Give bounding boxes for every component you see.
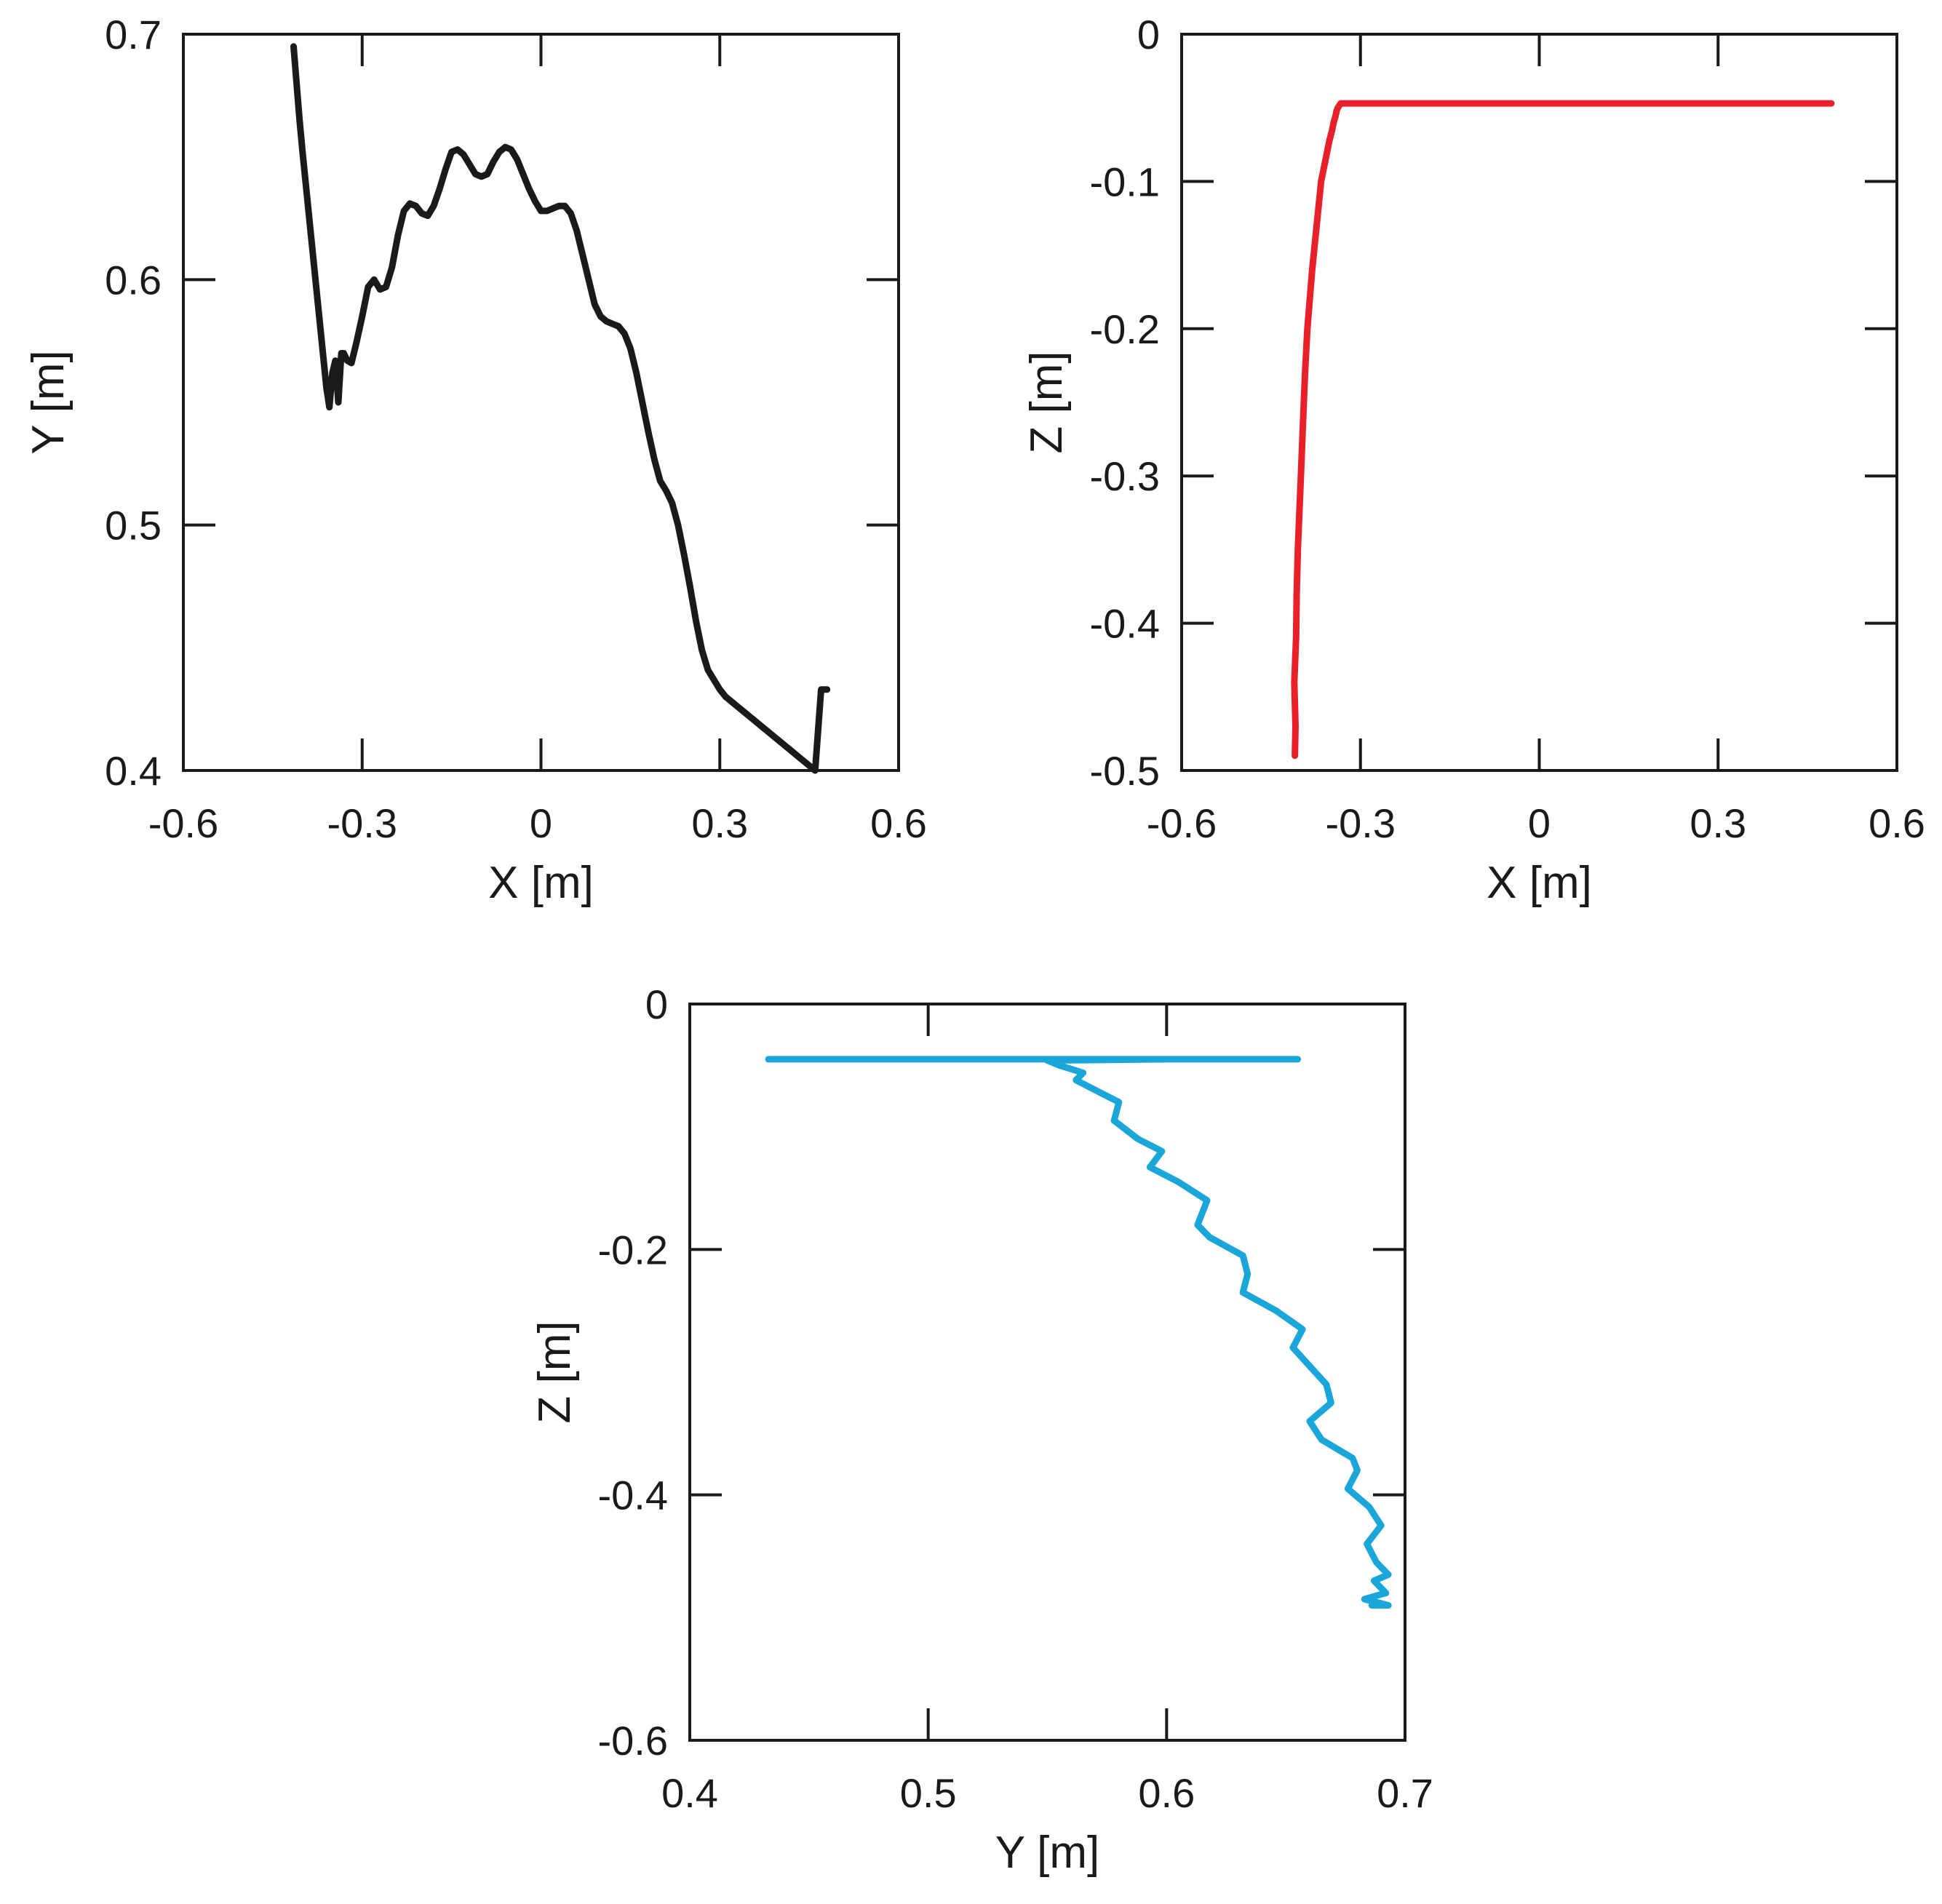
x-tick-label: 0.6 xyxy=(1869,800,1925,846)
y-tick-label: 0.5 xyxy=(105,503,162,549)
panel-xy: -0.6 -0.3 0 0.3 0.6 0.4 0.5 0.6 0.7 X [m] Y [m] xyxy=(23,12,927,908)
x-tick-label: -0.6 xyxy=(148,800,219,846)
x-tick-label: -0.6 xyxy=(1147,800,1217,846)
x-tick-label: 0.5 xyxy=(900,1770,957,1816)
x-tick-label: 0.3 xyxy=(691,800,748,846)
y-tick-label: -0.2 xyxy=(598,1227,669,1272)
x-tick-label: 0.7 xyxy=(1377,1770,1433,1816)
y-axis-label: Y [m] xyxy=(23,350,73,455)
y-tick-label: 0 xyxy=(1137,12,1160,57)
y-tick-label: 0 xyxy=(645,981,668,1027)
y-tick-label: 0.6 xyxy=(105,257,162,303)
plot-frame xyxy=(1180,33,1898,772)
x-tick-label: -0.3 xyxy=(1326,800,1396,846)
panel-yz: 0.4 0.5 0.6 0.7 -0.6 -0.4 -0.2 0 Y [m] Z [m] xyxy=(530,981,1433,1878)
x-axis-label: X [m] xyxy=(488,858,594,908)
series-line xyxy=(765,1056,1392,1609)
series-line xyxy=(290,43,831,774)
x-tick-label: 0.6 xyxy=(870,800,927,846)
y-tick-label: 0.4 xyxy=(105,748,162,794)
x-tick-label: 0 xyxy=(1528,800,1551,846)
x-tick-label: -0.3 xyxy=(327,800,398,846)
x-tick-label: 0.6 xyxy=(1138,1770,1195,1816)
y-tick-label: -0.4 xyxy=(598,1473,669,1518)
y-tick-label: -0.1 xyxy=(1090,159,1161,204)
x-tick-label: 0.3 xyxy=(1690,800,1746,846)
y-tick-label: -0.3 xyxy=(1090,453,1161,499)
y-tick-label: -0.5 xyxy=(1090,748,1161,794)
x-axis-label: Y [m] xyxy=(995,1828,1100,1878)
x-axis-label: X [m] xyxy=(1487,858,1592,908)
y-tick-label: -0.6 xyxy=(598,1718,669,1764)
panel-xz: -0.6 -0.3 0 0.3 0.6 -0.5 -0.4 -0.3 -0.2 -0.1 0 X [m… xyxy=(1022,12,1925,908)
y-axis-label: Z [m] xyxy=(530,1321,580,1423)
plot-frame xyxy=(182,33,900,772)
series-line xyxy=(1291,100,1835,760)
plot-frame xyxy=(688,1003,1406,1742)
y-tick-label: -0.2 xyxy=(1090,306,1161,352)
y-axis-label: Z [m] xyxy=(1022,351,1072,453)
x-tick-label: 0.4 xyxy=(661,1770,718,1816)
y-tick-label: 0.7 xyxy=(105,12,162,57)
x-tick-label: 0 xyxy=(530,800,552,846)
y-tick-label: -0.4 xyxy=(1090,601,1161,647)
